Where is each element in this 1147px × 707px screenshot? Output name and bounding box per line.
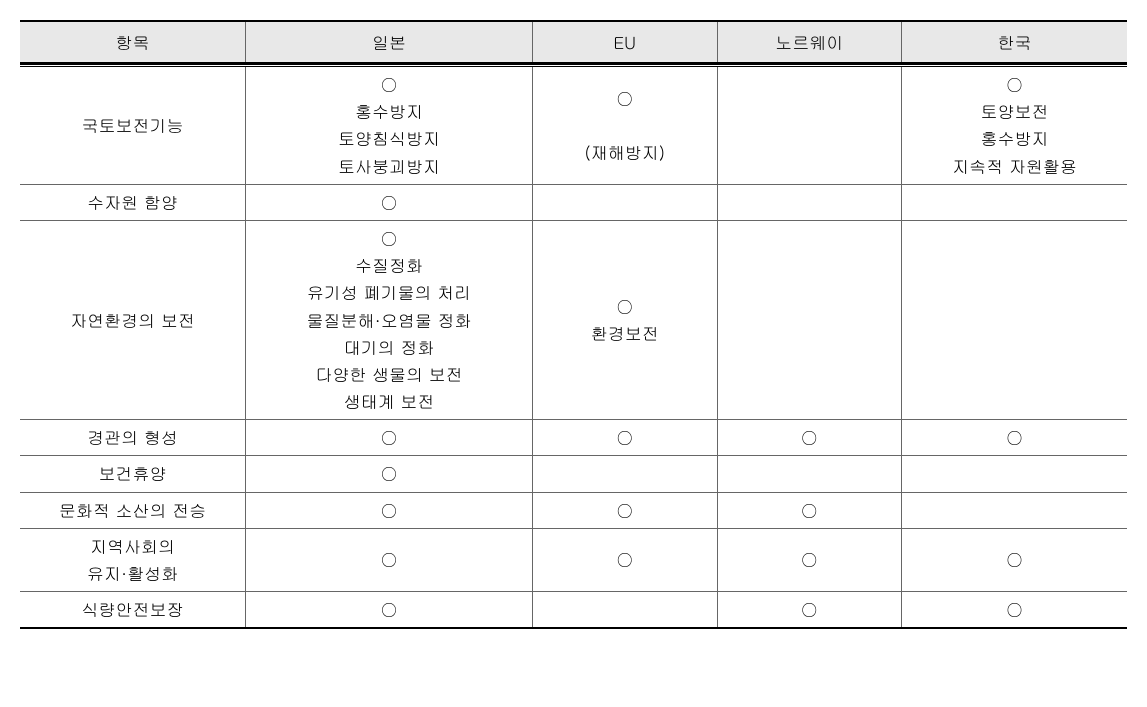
row-korea: ○ 토양보전 홍수방지 지속적 자원활용	[902, 66, 1128, 185]
row-item: 국토보전기능	[20, 66, 246, 185]
row-korea: ○	[902, 592, 1128, 629]
row-korea: ○	[902, 420, 1128, 456]
row-japan: ○ 홍수방지 토양침식방지 토사붕괴방지	[246, 66, 533, 185]
col-header-norway: 노르웨이	[717, 21, 902, 63]
row-korea	[902, 184, 1128, 220]
row-japan: ○	[246, 528, 533, 591]
row-eu: ○	[533, 492, 718, 528]
table-row: 국토보전기능 ○ 홍수방지 토양침식방지 토사붕괴방지 ○ (재해방지) ○ 토…	[20, 66, 1127, 185]
row-norway: ○	[717, 528, 902, 591]
col-header-item: 항목	[20, 21, 246, 63]
row-norway	[717, 184, 902, 220]
comparison-table: 항목 일본 EU 노르웨이 한국 국토보전기능 ○ 홍수방지 토양침식방지 토사…	[20, 20, 1127, 629]
row-norway: ○	[717, 592, 902, 629]
table-row: 지역사회의 유지·활성화 ○ ○ ○ ○	[20, 528, 1127, 591]
row-norway	[717, 66, 902, 185]
row-eu: ○	[533, 420, 718, 456]
row-eu	[533, 592, 718, 629]
row-japan: ○	[246, 456, 533, 492]
row-korea	[902, 456, 1128, 492]
col-header-eu: EU	[533, 21, 718, 63]
row-eu: ○ (재해방지)	[533, 66, 718, 185]
row-korea	[902, 492, 1128, 528]
table-row: 식량안전보장 ○ ○ ○	[20, 592, 1127, 629]
row-norway	[717, 456, 902, 492]
table-row: 자연환경의 보전 ○ 수질정화 유기성 폐기물의 처리 물질분해·오염물 정화 …	[20, 220, 1127, 419]
row-eu: ○ 환경보전	[533, 220, 718, 419]
row-item: 문화적 소산의 전승	[20, 492, 246, 528]
row-norway: ○	[717, 492, 902, 528]
table-row: 수자원 함양 ○	[20, 184, 1127, 220]
row-eu	[533, 184, 718, 220]
row-item: 수자원 함양	[20, 184, 246, 220]
row-japan: ○	[246, 492, 533, 528]
row-eu: ○	[533, 528, 718, 591]
row-japan: ○	[246, 592, 533, 629]
row-japan: ○	[246, 420, 533, 456]
col-header-japan: 일본	[246, 21, 533, 63]
col-header-korea: 한국	[902, 21, 1128, 63]
table-row: 경관의 형성 ○ ○ ○ ○	[20, 420, 1127, 456]
row-japan: ○	[246, 184, 533, 220]
table-header: 항목 일본 EU 노르웨이 한국	[20, 21, 1127, 66]
table-row: 문화적 소산의 전승 ○ ○ ○	[20, 492, 1127, 528]
row-korea	[902, 220, 1128, 419]
row-item: 경관의 형성	[20, 420, 246, 456]
table-row: 보건휴양 ○	[20, 456, 1127, 492]
row-japan: ○ 수질정화 유기성 폐기물의 처리 물질분해·오염물 정화 대기의 정화 다양…	[246, 220, 533, 419]
row-item: 식량안전보장	[20, 592, 246, 629]
row-item: 자연환경의 보전	[20, 220, 246, 419]
row-norway: ○	[717, 420, 902, 456]
row-korea: ○	[902, 528, 1128, 591]
row-item: 지역사회의 유지·활성화	[20, 528, 246, 591]
row-item: 보건휴양	[20, 456, 246, 492]
header-row: 항목 일본 EU 노르웨이 한국	[20, 21, 1127, 63]
row-eu	[533, 456, 718, 492]
row-norway	[717, 220, 902, 419]
table-body: 국토보전기능 ○ 홍수방지 토양침식방지 토사붕괴방지 ○ (재해방지) ○ 토…	[20, 66, 1127, 629]
